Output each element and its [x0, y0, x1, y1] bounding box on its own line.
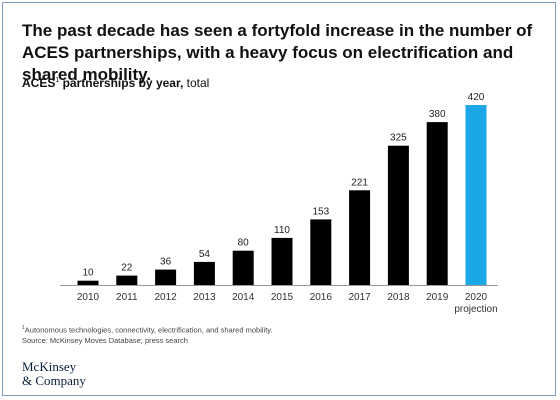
value-label-2013: 54: [199, 249, 211, 260]
bar-2017: [349, 190, 371, 285]
value-label-2018: 325: [390, 133, 407, 144]
tick-label-2014: 2014: [232, 292, 255, 303]
footnote-mark: 1: [22, 325, 25, 331]
tick-label-2018: 2018: [387, 292, 410, 303]
tick-label-2017: 2017: [348, 292, 371, 303]
bar-2020: [465, 105, 487, 285]
value-label-2010: 10: [82, 268, 94, 279]
value-label-2011: 22: [121, 263, 133, 274]
tick-label-2011: 2011: [116, 292, 138, 303]
bar-2019: [426, 122, 448, 285]
bar-2015: [271, 237, 293, 285]
chart-frame: [2, 2, 556, 396]
headline: The past decade has seen a fortyfold inc…: [22, 21, 533, 84]
value-label-2015: 110: [274, 225, 290, 236]
value-label-2012: 36: [160, 257, 172, 268]
tick-label-2020: 2020: [465, 292, 488, 303]
bars-group: [77, 105, 487, 285]
mckinsey-logo: McKinsey & Company: [22, 360, 86, 388]
bar-2012: [155, 269, 177, 285]
footnote-text: Autonomous technologies, connectivity, e…: [24, 325, 273, 335]
tick-labels-group: 2010 2011 2012 2013 2014 2015 2016 2017 2018 2019…: [77, 292, 498, 315]
value-label-2020: 420: [468, 92, 485, 103]
tick-label-2015: 2015: [271, 292, 294, 303]
tick-label-2016: 2016: [310, 292, 333, 303]
value-label-2014: 80: [238, 238, 250, 249]
logo-line-1: McKinsey: [22, 359, 77, 374]
bar-2013: [193, 261, 215, 285]
bar-2014: [232, 250, 254, 285]
logo-line-2: & Company: [22, 373, 86, 388]
subtitle-footnote-mark: 1: [55, 77, 60, 84]
bar-2018: [387, 145, 409, 285]
tick-label-2010: 2010: [77, 292, 100, 303]
source-text: Source: McKinsey Moves Database; press s…: [22, 335, 188, 345]
subtitle-bold-rest: partnerships by year,: [59, 76, 184, 90]
subtitle-normal: total: [183, 76, 210, 90]
bar-2011: [116, 275, 138, 285]
tick-label-2012: 2012: [154, 292, 177, 303]
bar-2010: [77, 280, 99, 285]
tick-label-2013: 2013: [193, 292, 216, 303]
chart-subtitle: ACES1 partnerships by year, total: [22, 76, 209, 90]
tick-label-2019: 2019: [426, 292, 449, 303]
value-label-2016: 153: [312, 206, 329, 217]
footnote: 1Autonomous technologies, connectivity, …: [22, 323, 522, 346]
bar-2016: [310, 219, 332, 285]
value-labels-group: 10 22 36 54 80 110 153 221 325 380 420: [82, 92, 484, 279]
subtitle-bold: ACES: [22, 76, 56, 90]
tick-sublabel-2020: projection: [454, 304, 497, 315]
value-label-2019: 380: [429, 109, 446, 120]
value-label-2017: 221: [351, 177, 368, 188]
